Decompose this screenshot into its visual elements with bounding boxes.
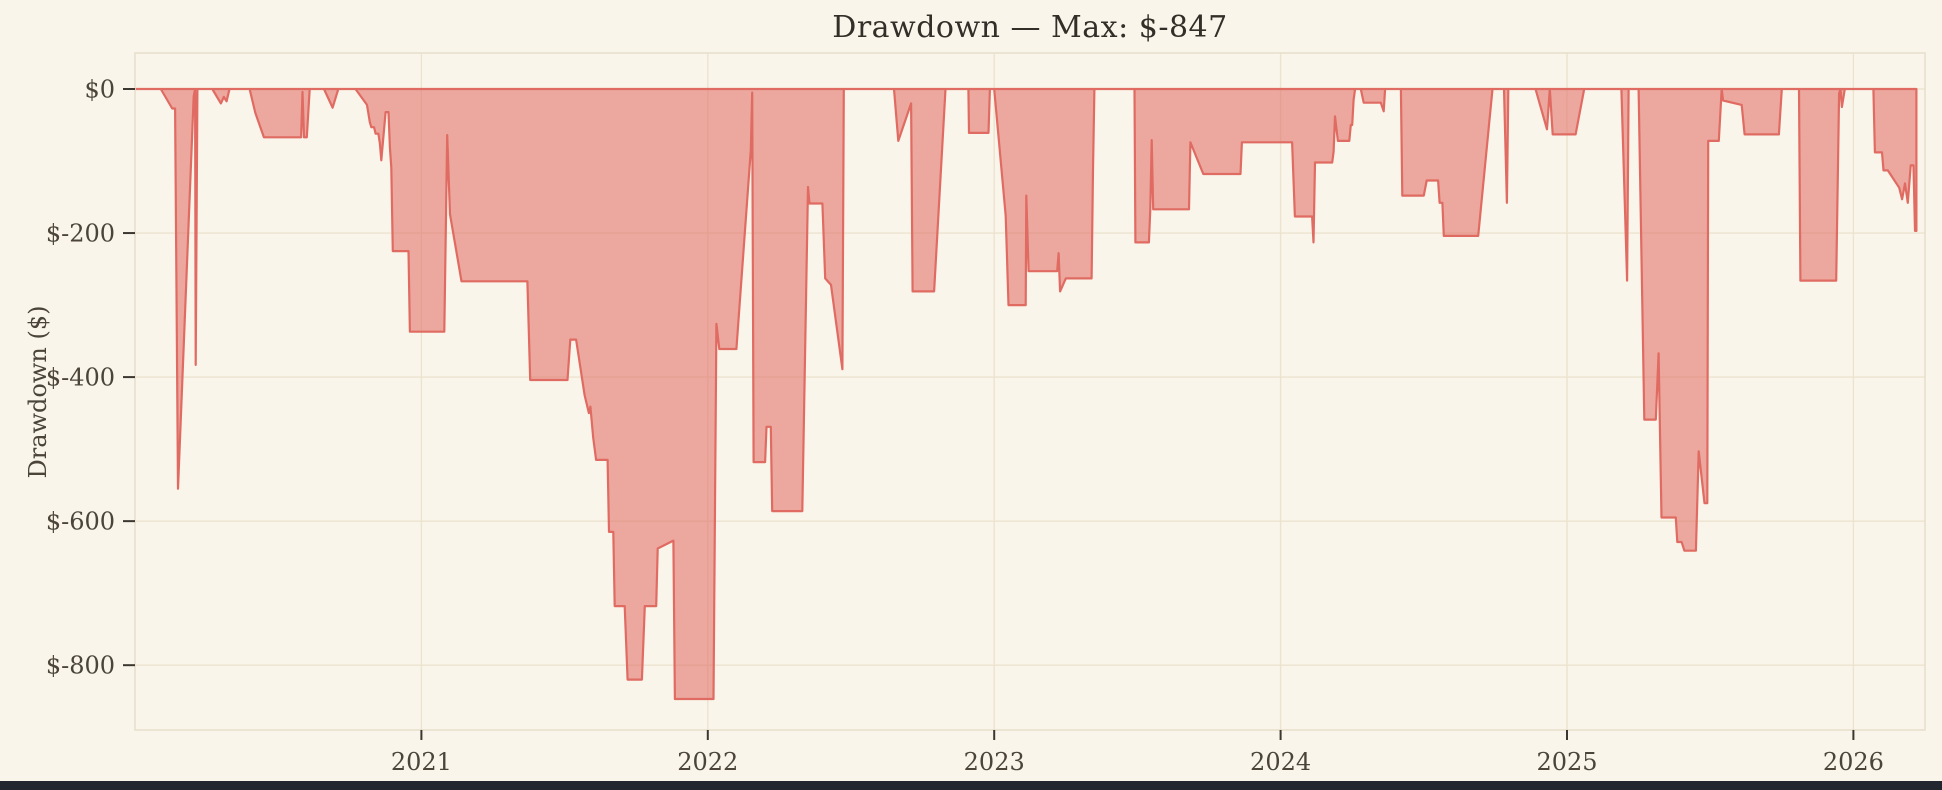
bottom-window-edge [0, 781, 1942, 790]
x-tick-label: 2024 [1250, 748, 1311, 776]
drawdown-area-series [133, 87, 1918, 701]
x-tick-label: 2023 [964, 748, 1025, 776]
y-tick-label: $-600 [46, 508, 115, 536]
chart-title: Drawdown — Max: $-847 [832, 10, 1228, 45]
y-tick-label: $-200 [46, 219, 115, 247]
x-tick-label: 2025 [1536, 748, 1597, 776]
y-tick-label: $-800 [46, 652, 115, 680]
plot-border [134, 52, 1926, 731]
x-tick-label: 2026 [1823, 748, 1884, 776]
y-tick-label: $0 [84, 75, 115, 103]
x-tick-label: 2021 [391, 748, 452, 776]
x-tick-label: 2022 [677, 748, 738, 776]
y-tick-label: $-400 [46, 363, 115, 391]
